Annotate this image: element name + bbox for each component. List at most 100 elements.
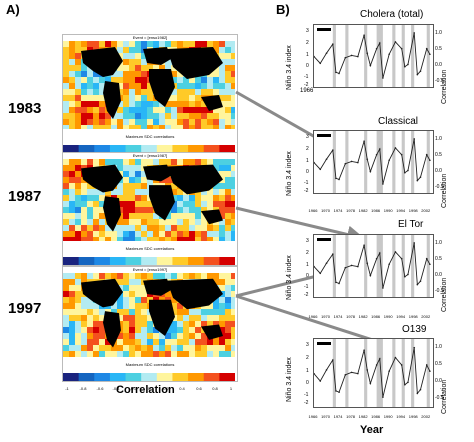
map-cell [75,273,81,279]
landmass [103,311,121,348]
map-cell [141,303,147,309]
map-cell [75,237,81,243]
map-cell [105,41,111,47]
y2-tick: 0.0 [435,378,442,384]
map-cell [231,237,237,243]
x-tick: 1974 [333,314,343,319]
map-cell [63,309,69,315]
map-cell [69,89,75,95]
y-axis-label-right: Correlation [441,277,448,312]
nino34-point [366,158,369,160]
nino34-point [407,273,409,276]
map-cell [177,125,183,131]
map-cell [81,183,87,189]
map-cell [219,297,225,303]
map-cell [129,297,135,303]
map-cell [213,231,219,237]
map-cell [81,189,87,195]
map-cell [165,177,171,183]
map-cell [225,183,231,189]
plot-title-classical: Classical [378,116,419,127]
map-cell [87,309,93,315]
map-cell [147,113,153,119]
map-cell [75,321,81,327]
map-cell [135,291,141,297]
map-cell [93,351,99,357]
nino34-point [425,47,428,50]
y2-tick: 1.0 [435,30,442,36]
map-cell [177,83,183,89]
map-cell [123,183,129,189]
map-cell [171,345,177,351]
map-cell [207,351,213,357]
map-cell [141,171,147,177]
map-cell [93,101,99,107]
map-cell [225,65,231,71]
colorbar-tick: -0.6 [96,386,104,391]
scale-bar [317,28,331,31]
map-cell [123,291,129,297]
map-cell [81,279,87,285]
map-cell [87,89,93,95]
map-cell [117,303,123,309]
map-cell [93,213,99,219]
map-cell [75,59,81,65]
map-cell [165,159,171,165]
map-cell [147,83,153,89]
map-cell [135,71,141,77]
map-cell [171,89,177,95]
map-cell [117,315,123,321]
map-cell [123,219,129,225]
map-cell [177,195,183,201]
map-footer: Maximum SDC correlations [125,134,175,139]
map-cell [75,333,81,339]
map-cell [207,195,213,201]
x-tick: 1998 [408,314,418,319]
map-cell [195,219,201,225]
map-cell [153,65,159,71]
map-cell [171,321,177,327]
nino34-point [331,43,334,45]
colorbar-swatch [188,145,205,153]
map-cell [219,327,225,333]
map-cell [111,159,117,165]
map-cell [87,101,93,107]
y2-tick: 0.5 [435,256,442,262]
map-cell [129,219,135,225]
colorbar [63,257,236,265]
map-cell [201,225,207,231]
map-cell [75,101,81,107]
map-cell [141,213,147,219]
map-cell [69,177,75,183]
map-cell [87,201,93,207]
map-cell [147,207,153,213]
map-cell [105,113,111,119]
map-cell [219,345,225,351]
map-cell [117,333,123,339]
colorbar-swatch [78,145,95,153]
map-cell [201,201,207,207]
map-cell [81,201,87,207]
nino34-point [331,253,334,255]
map-cell [195,225,201,231]
map-cell [69,83,75,89]
nino34-point [366,52,369,54]
map-cell [129,89,135,95]
map-cell [195,351,201,357]
map-cell [159,119,165,125]
year-label-1987: 1987 [8,188,42,205]
map-cell [81,195,87,201]
map-cell [117,165,123,171]
map-cell [219,113,225,119]
map-cell [219,71,225,77]
map-cell [69,231,75,237]
map-cell [63,297,69,303]
map-cell [171,71,177,77]
map-cell [75,119,81,125]
map-cell [81,309,87,315]
map-cell [99,345,105,351]
map-cell [135,189,141,195]
x-tick: 1994 [396,208,406,213]
nino34-point [419,388,422,391]
map-cell [81,95,87,101]
